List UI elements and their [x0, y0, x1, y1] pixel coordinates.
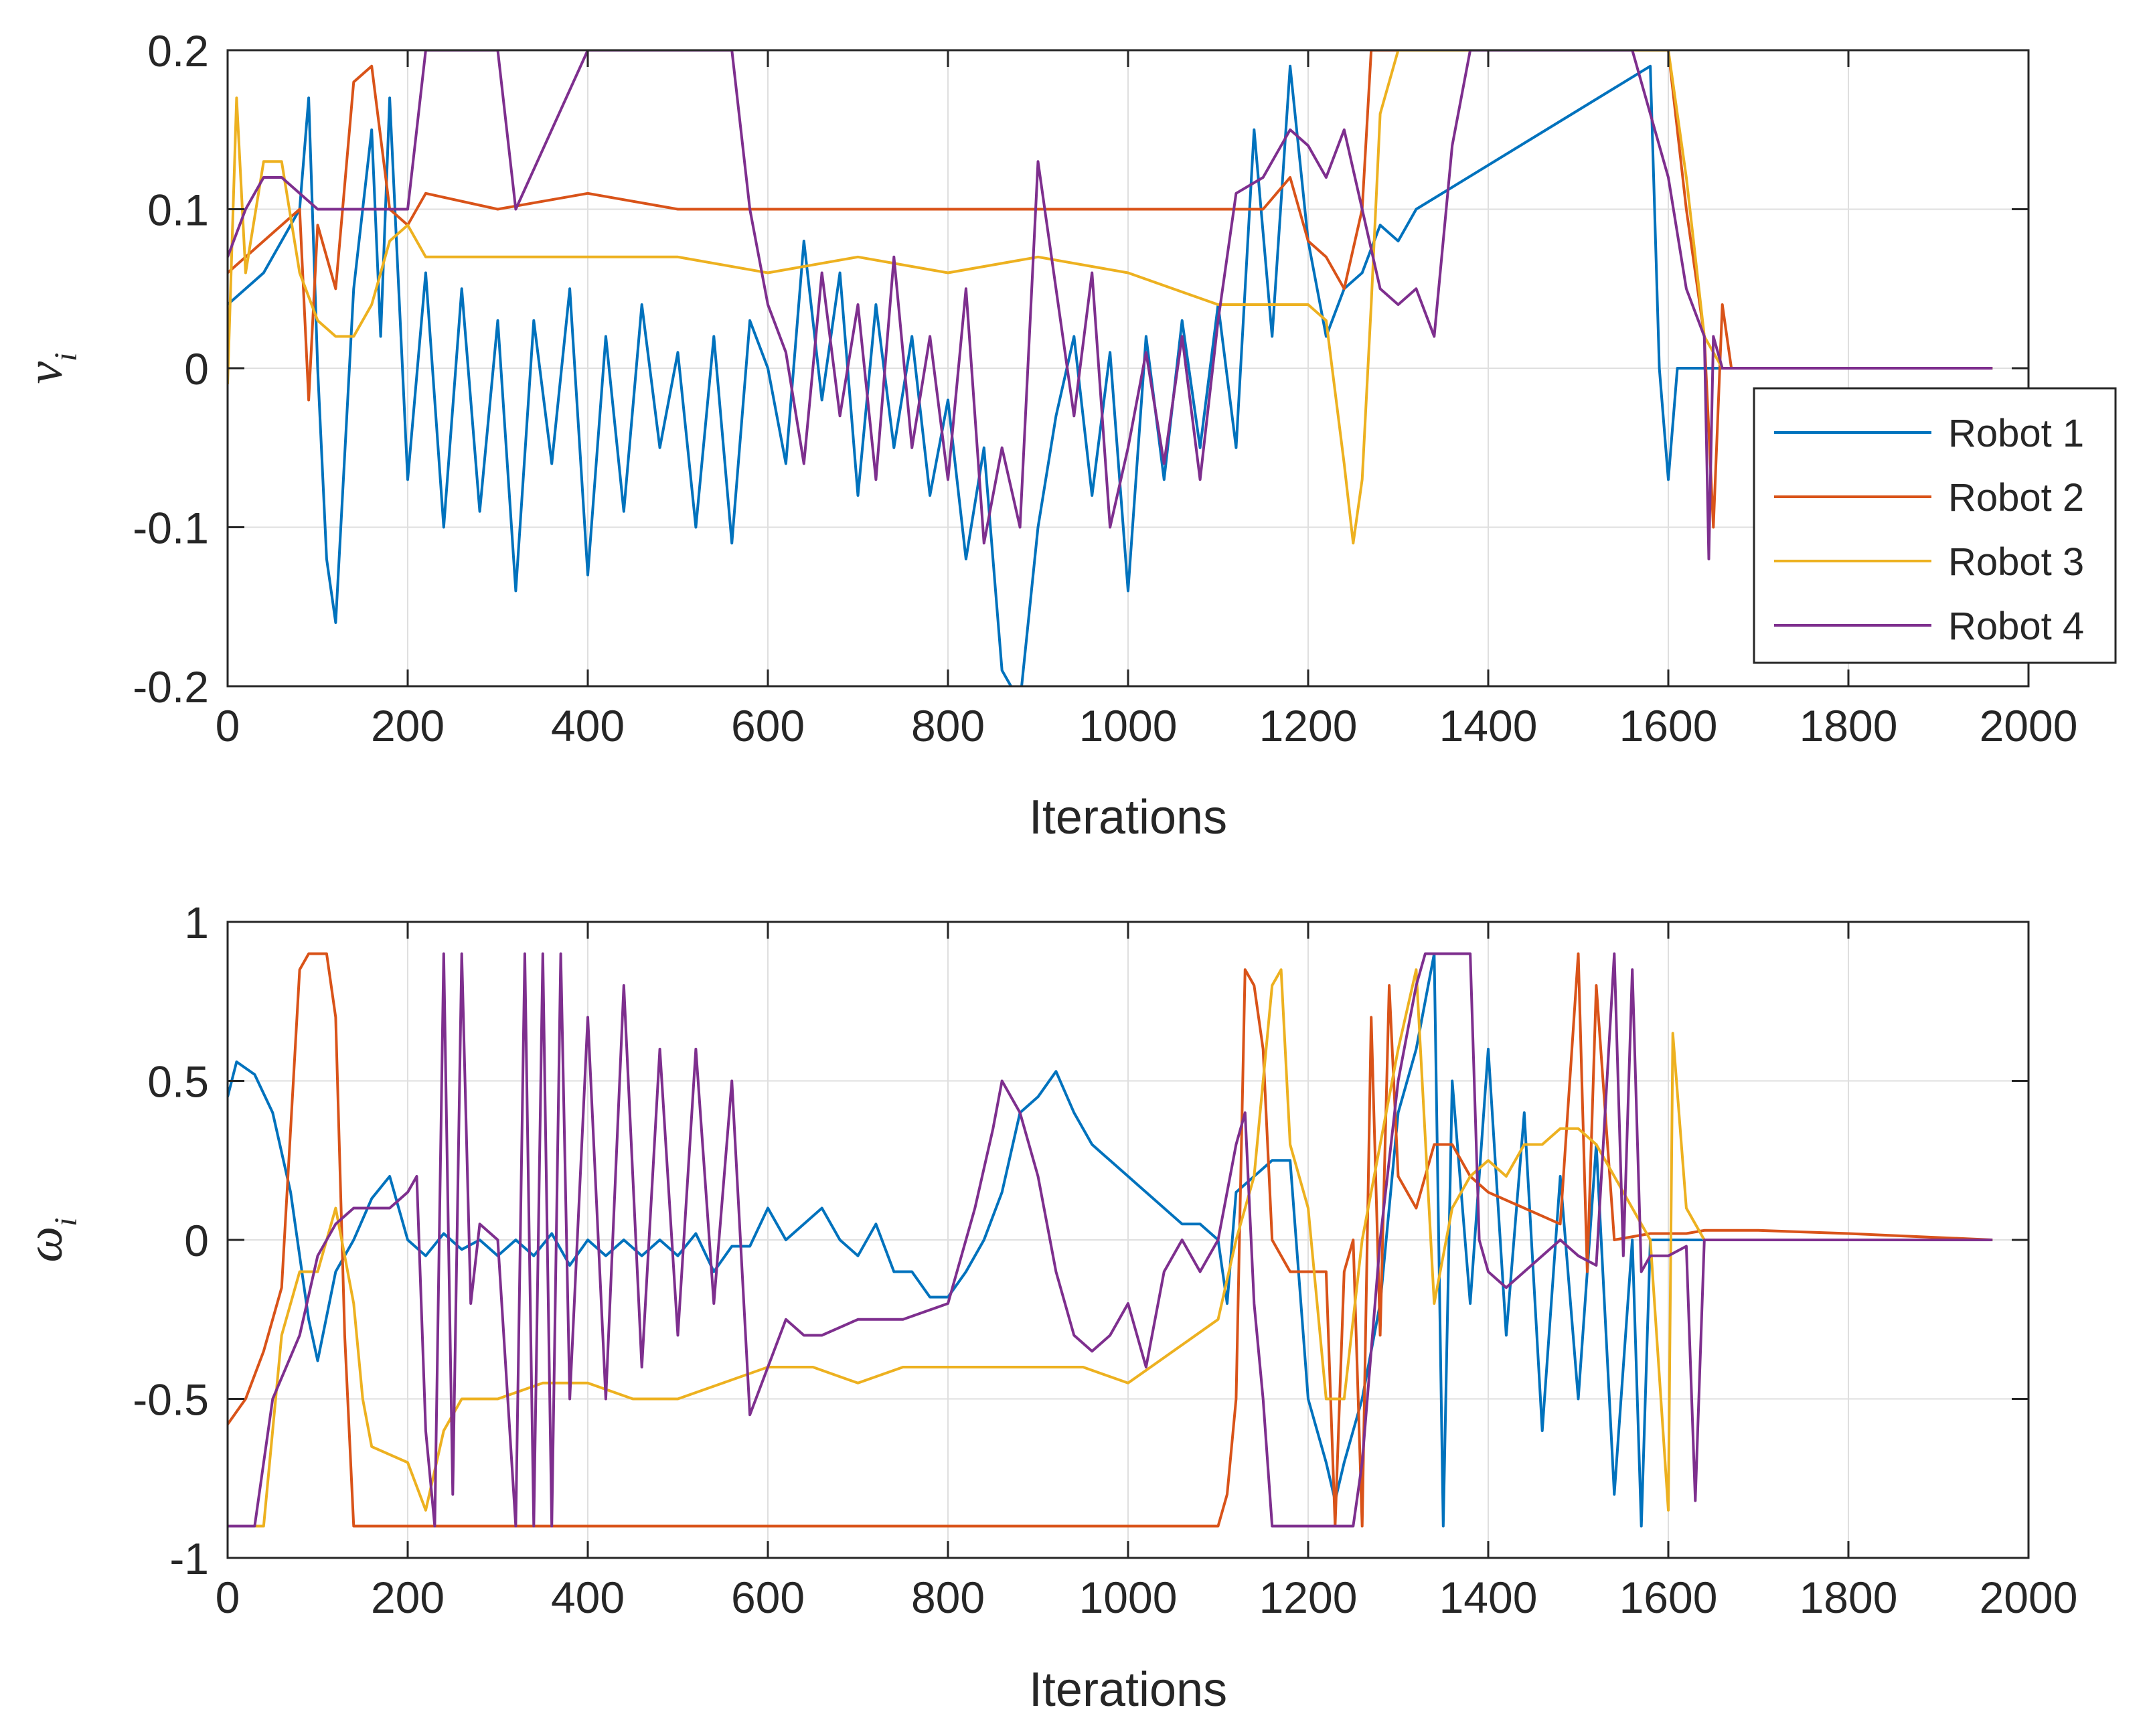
velocity-series-robot-1: [228, 64, 1993, 686]
angular-velocity-chart: 0 200 400 600 800 1000 1200 1400 1600 1800 2000 1 0…: [17, 898, 2077, 1717]
angular-velocity-y-axis-label: ωi: [17, 1217, 84, 1262]
velocity-x-tick-labels: 0 200 400 600 800 1000 1200 1400 1600 1800 2000: [216, 701, 2078, 751]
legend-label-robot-3: Robot 3: [1948, 540, 2084, 584]
velocity-y-tick-label: -0.2: [133, 662, 209, 712]
velocity-y-tick-label: 0.2: [147, 26, 209, 76]
angular-velocity-series-robot-3: [228, 968, 1993, 1528]
velocity-x-tick-label: 600: [731, 701, 805, 751]
velocity-y-label-sub: i: [48, 352, 84, 361]
angular-velocity-x-tick-label: 400: [551, 1573, 625, 1622]
angular-velocity-series: [228, 952, 1993, 1528]
angular-velocity-x-tick-label: 0: [216, 1573, 240, 1622]
legend-label-robot-2: Robot 2: [1948, 476, 2084, 520]
velocity-y-tick-label: -0.1: [133, 503, 209, 553]
velocity-x-tick-label: 400: [551, 701, 625, 751]
velocity-x-tick-label: 200: [371, 701, 445, 751]
velocity-x-tick-label: 800: [911, 701, 985, 751]
velocity-chart: 0 200 400 600 800 1000 1200 1400 1600 1800 2000 0.…: [17, 26, 2117, 844]
angular-velocity-x-tick-label: 1000: [1079, 1573, 1178, 1622]
velocity-x-tick-label: 1400: [1439, 701, 1538, 751]
velocity-y-tick-label: 0.1: [147, 185, 209, 235]
angular-velocity-y-tick-labels: 1 0.5 0 -0.5 -1: [133, 898, 209, 1583]
angular-velocity-ticks: [226, 921, 2030, 1559]
velocity-series-robot-3: [228, 50, 1993, 545]
velocity-y-label-main: v: [17, 362, 73, 384]
velocity-series-robot-4: [228, 50, 1993, 560]
velocity-x-axis-label: Iterations: [1029, 791, 1227, 844]
velocity-x-tick-label: 0: [216, 701, 240, 751]
angular-velocity-y-tick-label: -0.5: [133, 1375, 209, 1425]
velocity-x-tick-label: 1600: [1619, 701, 1718, 751]
legend-label-robot-4: Robot 4: [1948, 605, 2084, 648]
angular-velocity-series-robot-4: [228, 952, 1993, 1528]
angular-velocity-y-label-main: ω: [17, 1227, 73, 1263]
legend-entry-robot-4: Robot 4: [1774, 605, 2084, 648]
angular-velocity-y-tick-label: 0: [184, 1216, 209, 1265]
angular-velocity-x-tick-label: 2000: [1980, 1573, 2078, 1622]
svg-text:vi: vi: [17, 352, 84, 384]
angular-velocity-x-tick-label: 1200: [1259, 1573, 1358, 1622]
velocity-x-tick-label: 1000: [1079, 701, 1178, 751]
velocity-y-tick-label: 0: [184, 344, 209, 394]
velocity-x-tick-label: 1800: [1800, 701, 1898, 751]
legend-entry-robot-2: Robot 2: [1774, 476, 2084, 520]
velocity-y-axis-label: vi: [17, 352, 84, 384]
angular-velocity-y-tick-label: 1: [184, 898, 209, 947]
legend-box: [1753, 387, 2117, 664]
angular-velocity-y-tick-label: 0.5: [147, 1057, 209, 1107]
angular-velocity-y-tick-label: -1: [169, 1534, 209, 1583]
angular-velocity-y-label-sub: i: [48, 1217, 84, 1226]
angular-velocity-x-tick-label: 1600: [1619, 1573, 1718, 1622]
velocity-y-tick-labels: 0.2 0.1 0 -0.1 -0.2: [133, 26, 209, 712]
velocity-ticks: [226, 49, 2030, 688]
angular-velocity-x-tick-label: 600: [731, 1573, 805, 1622]
velocity-x-tick-label: 2000: [1980, 701, 2078, 751]
velocity-series-robot-2: [228, 50, 1993, 529]
angular-velocity-x-tick-label: 800: [911, 1573, 985, 1622]
angular-velocity-x-tick-label: 1400: [1439, 1573, 1538, 1622]
legend-entry-robot-3: Robot 3: [1774, 540, 2084, 584]
angular-velocity-x-axis-label: Iterations: [1029, 1663, 1227, 1717]
angular-velocity-x-tick-labels: 0 200 400 600 800 1000 1200 1400 1600 1800 2000: [216, 1573, 2078, 1622]
angular-velocity-x-tick-label: 200: [371, 1573, 445, 1622]
legend: Robot 1 Robot 2 Robot 3 Robot 4: [1753, 387, 2117, 664]
legend-label-robot-1: Robot 1: [1948, 412, 2084, 455]
svg-text:ωi: ωi: [17, 1217, 84, 1262]
velocity-x-tick-label: 1200: [1259, 701, 1358, 751]
legend-entry-robot-1: Robot 1: [1774, 412, 2084, 455]
velocity-series: [228, 50, 1993, 686]
angular-velocity-x-tick-label: 1800: [1800, 1573, 1898, 1622]
